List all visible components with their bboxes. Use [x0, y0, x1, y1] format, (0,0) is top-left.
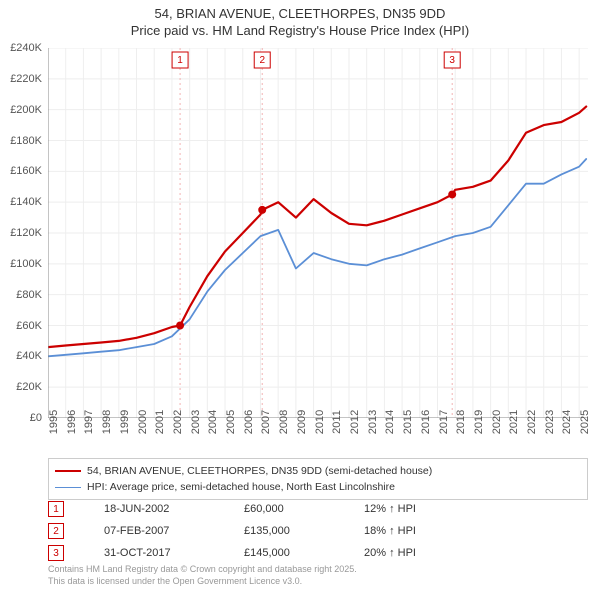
y-axis-tick-label: £80K [16, 289, 42, 301]
marker-id-box: 3 [48, 545, 64, 561]
x-axis-tick-label: 2012 [349, 410, 361, 434]
markers-table: 1 18-JUN-2002£60,00012% ↑ HPI 2 07-FEB-2007… [48, 498, 588, 564]
marker-row: 1 18-JUN-2002£60,00012% ↑ HPI [48, 498, 588, 520]
x-axis-tick-label: 2011 [331, 410, 343, 434]
y-axis-tick-label: £120K [10, 227, 42, 239]
marker-hpi-delta: 12% ↑ HPI [364, 503, 484, 515]
y-axis-tick-label: £140K [10, 196, 42, 208]
x-axis-tick-label: 2015 [402, 410, 414, 434]
x-axis-tick-label: 2010 [314, 410, 326, 434]
y-axis-tick-label: £240K [10, 42, 42, 54]
x-axis-tick-label: 1999 [119, 410, 131, 434]
x-axis-tick-label: 2017 [438, 410, 450, 434]
line-chart: 1 2 3 [48, 48, 588, 418]
x-axis-tick-label: 1998 [101, 410, 113, 434]
y-axis-tick-label: £20K [16, 381, 42, 393]
legend: 54, BRIAN AVENUE, CLEETHORPES, DN35 9DD … [48, 458, 588, 500]
marker-date: 07-FEB-2007 [104, 525, 244, 537]
x-axis-tick-label: 2021 [508, 410, 520, 434]
marker-hpi-delta: 18% ↑ HPI [364, 525, 484, 537]
y-axis-tick-label: £180K [10, 135, 42, 147]
legend-row-price-paid: 54, BRIAN AVENUE, CLEETHORPES, DN35 9DD … [55, 463, 581, 479]
y-axis-tick-label: £220K [10, 73, 42, 85]
svg-text:3: 3 [449, 55, 455, 66]
x-axis-tick-label: 2025 [579, 410, 591, 434]
x-axis-tick-label: 2020 [491, 410, 503, 434]
x-axis-tick-label: 2002 [172, 410, 184, 434]
x-axis-tick-label: 1995 [48, 410, 60, 434]
y-axis-tick-label: £160K [10, 165, 42, 177]
x-axis-tick-label: 2007 [260, 410, 272, 434]
marker-price: £145,000 [244, 547, 364, 559]
marker-date: 31-OCT-2017 [104, 547, 244, 559]
x-axis-tick-label: 1996 [66, 410, 78, 434]
copyright-line2: This data is licensed under the Open Gov… [48, 576, 588, 588]
y-axis-tick-label: £100K [10, 258, 42, 270]
x-axis-tick-label: 2019 [473, 410, 485, 434]
legend-row-hpi: HPI: Average price, semi-detached house,… [55, 479, 581, 495]
chart-title-block: 54, BRIAN AVENUE, CLEETHORPES, DN35 9DD … [0, 0, 600, 40]
x-axis-tick-label: 2024 [561, 410, 573, 434]
x-axis-tick-label: 2018 [455, 410, 467, 434]
marker-row: 3 31-OCT-2017£145,00020% ↑ HPI [48, 542, 588, 564]
x-axis-tick-label: 2008 [278, 410, 290, 434]
marker-date: 18-JUN-2002 [104, 503, 244, 515]
marker-row: 2 07-FEB-2007£135,00018% ↑ HPI [48, 520, 588, 542]
x-axis-tick-label: 2006 [243, 410, 255, 434]
marker-id-box: 2 [48, 523, 64, 539]
x-axis-tick-label: 2023 [544, 410, 556, 434]
marker-price: £135,000 [244, 525, 364, 537]
legend-label-hpi: HPI: Average price, semi-detached house,… [87, 481, 395, 493]
x-axis-tick-label: 2005 [225, 410, 237, 434]
y-axis-tick-label: £200K [10, 104, 42, 116]
copyright-line1: Contains HM Land Registry data © Crown c… [48, 564, 588, 576]
x-axis-tick-label: 2014 [384, 410, 396, 434]
chart-area: 123 £0£20K£40K£60K£80K£100K£120K£140K£16… [48, 48, 588, 418]
legend-label-price-paid: 54, BRIAN AVENUE, CLEETHORPES, DN35 9DD … [87, 465, 432, 477]
chart-title-line2: Price paid vs. HM Land Registry's House … [0, 23, 600, 40]
marker-id-box: 1 [48, 501, 64, 517]
legend-swatch-price-paid [55, 470, 81, 472]
svg-text:1: 1 [177, 55, 183, 66]
copyright-block: Contains HM Land Registry data © Crown c… [48, 564, 588, 587]
marker-price: £60,000 [244, 503, 364, 515]
x-axis-tick-label: 2003 [190, 410, 202, 434]
y-axis-tick-label: £40K [16, 350, 42, 362]
x-axis-tick-label: 2000 [137, 410, 149, 434]
x-axis-tick-label: 2022 [526, 410, 538, 434]
legend-swatch-hpi [55, 487, 81, 488]
chart-title-line1: 54, BRIAN AVENUE, CLEETHORPES, DN35 9DD [0, 6, 600, 23]
x-axis-tick-label: 1997 [83, 410, 95, 434]
x-axis-tick-label: 2001 [154, 410, 166, 434]
x-axis-tick-label: 2009 [296, 410, 308, 434]
x-axis-tick-label: 2013 [367, 410, 379, 434]
y-axis-tick-label: £60K [16, 320, 42, 332]
y-axis-tick-label: £0 [30, 412, 42, 424]
svg-text:2: 2 [259, 55, 265, 66]
x-axis-tick-label: 2016 [420, 410, 432, 434]
x-axis-tick-label: 2004 [207, 410, 219, 434]
marker-hpi-delta: 20% ↑ HPI [364, 547, 484, 559]
